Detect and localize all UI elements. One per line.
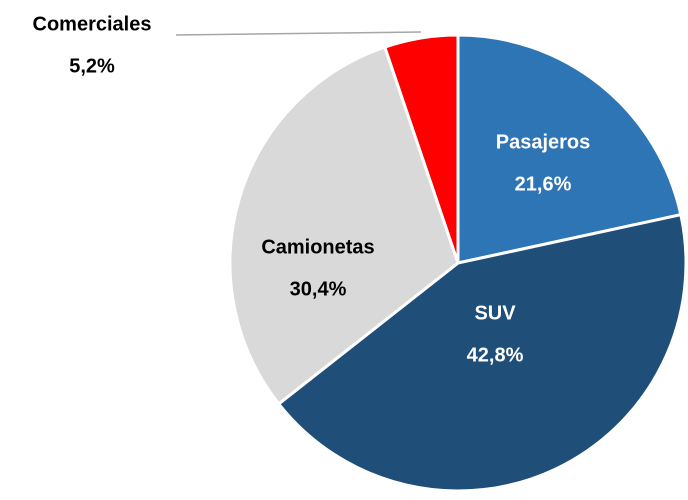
value-label: 42,8% (467, 344, 524, 366)
leader-line (175, 31, 421, 36)
slice-label: Camionetas (261, 236, 374, 258)
slice-label: Comerciales (33, 13, 152, 35)
slice-label: SUV (474, 302, 516, 324)
pie-slice (456, 33, 683, 265)
slice-label: Pasajeros (496, 131, 591, 153)
pie-slice (276, 212, 688, 493)
pie-slice (228, 45, 460, 406)
value-label: 30,4% (290, 278, 347, 300)
pie-slice (382, 33, 460, 264)
value-label: 5,2% (69, 55, 115, 77)
value-label: 21,6% (515, 173, 572, 195)
